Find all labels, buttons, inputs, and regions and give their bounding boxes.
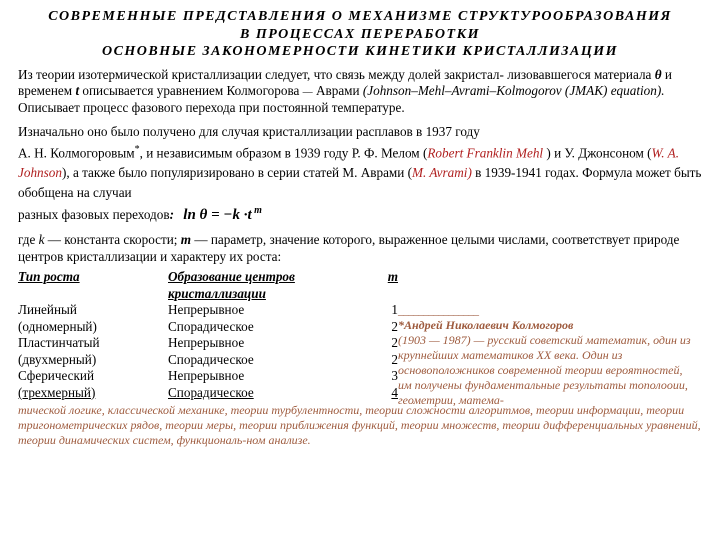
th-m: m [358,269,398,302]
p2-b: А. Н. Колмогоровым [18,145,135,160]
m-symbol: m [181,232,191,247]
formula-body: ln θ = −k ·t [183,207,251,223]
cell-formation: Спорадическое [168,352,358,369]
cell-m: 1 [358,302,398,319]
p2-a: Изначально оно было получено для случая … [18,124,480,139]
p2-g: разных фазовых переходов [18,207,170,222]
table-header: Тип роста Образование центров кристаллиз… [18,269,702,302]
cell-type: (одномерный) [18,319,168,336]
cell-formation: Непрерывное [168,335,358,352]
cell-formation: Спорадическое [168,319,358,336]
jmak-equation-name: (Johnson–Mehl–Avrami–Kolmogorov (JMAK) e… [363,83,665,98]
p1-a: Из теории изотермической кристаллизации … [18,67,504,82]
paragraph-2: Изначально оно было получено для случая … [18,122,702,226]
cell-m: 2 [358,352,398,369]
footnote-name: *Андрей Николаевич Колмогоров [398,318,573,332]
title-line-3: ОСНОВНЫЕ ЗАКОНОМЕРНОСТИ КИНЕТИКИ КРИСТАЛ… [18,43,702,61]
bio-continuation: тической логике, классической механике, … [18,403,702,448]
p1-e: Аврами [316,83,363,98]
cell-type: (трехмерный) [18,385,168,402]
p1-b: лизовавшегося материала [507,67,654,82]
document-page: СОВРЕМЕННЫЕ ПРЕДСТАВЛЕНИЯ О МЕХАНИЗМЕ СТ… [0,0,720,448]
formula: ln θ = −k ·t m [183,207,262,223]
th-formation: Образование центров кристаллизации [168,269,358,302]
p1-f: Описывает процесс фазового перехода при … [18,100,405,115]
kolmogorov-footnote: ________________ *Андрей Николаевич Колм… [398,303,698,408]
th-type: Тип роста [18,269,168,302]
footnote-body: (1903 — 1987) — русский советский матема… [398,333,691,407]
title-line-1: СОВРЕМЕННЫЕ ПРЕДСТАВЛЕНИЯ О МЕХАНИЗМЕ СТ… [18,8,702,26]
cell-m: 4 [358,385,398,402]
p3-a: где [18,232,39,247]
cell-formation: Непрерывное [168,302,358,319]
p1-d: описывается уравнением Колмогорова [82,83,302,98]
title-line-2: В ПРОЦЕССАХ ПЕРЕРАБОТКИ [18,26,702,44]
cell-type: (двухмерный) [18,352,168,369]
cell-type: Пластинчатый [18,335,168,352]
p3-b: — константа скорости; [44,232,180,247]
cell-type: Линейный [18,302,168,319]
paragraph-3: где k — константа скорости; m — параметр… [18,232,702,265]
t-symbol: t [75,83,79,98]
cell-m: 2 [358,335,398,352]
cell-formation: Непрерывное [168,368,358,385]
p2-colon: : [170,207,174,222]
theta-symbol: θ [655,67,662,82]
lower-section: ________________ *Андрей Николаевич Колм… [18,403,702,448]
cell-type: Сферический [18,368,168,385]
formula-exponent: m [252,205,262,216]
name-mehl: Robert Franklin Mehl [427,145,546,160]
name-avrami: M. Avrami) [412,165,472,180]
p1-dash: — [303,87,313,98]
cell-formation: Спорадическое [168,385,358,402]
footnote-dashes: ________________ [398,303,478,317]
cell-m: 3 [358,368,398,385]
p2-d: ) и У. Джонсоном ( [546,145,651,160]
paragraph-1: Из теории изотермической кристаллизации … [18,67,702,117]
page-title: СОВРЕМЕННЫЕ ПРЕДСТАВЛЕНИЯ О МЕХАНИЗМЕ СТ… [18,8,702,61]
cell-m: 2 [358,319,398,336]
p2-e: ), а также было популяризировано в серии… [62,165,412,180]
p2-c: , и независимым образом в 1939 году Р. Ф… [140,145,428,160]
